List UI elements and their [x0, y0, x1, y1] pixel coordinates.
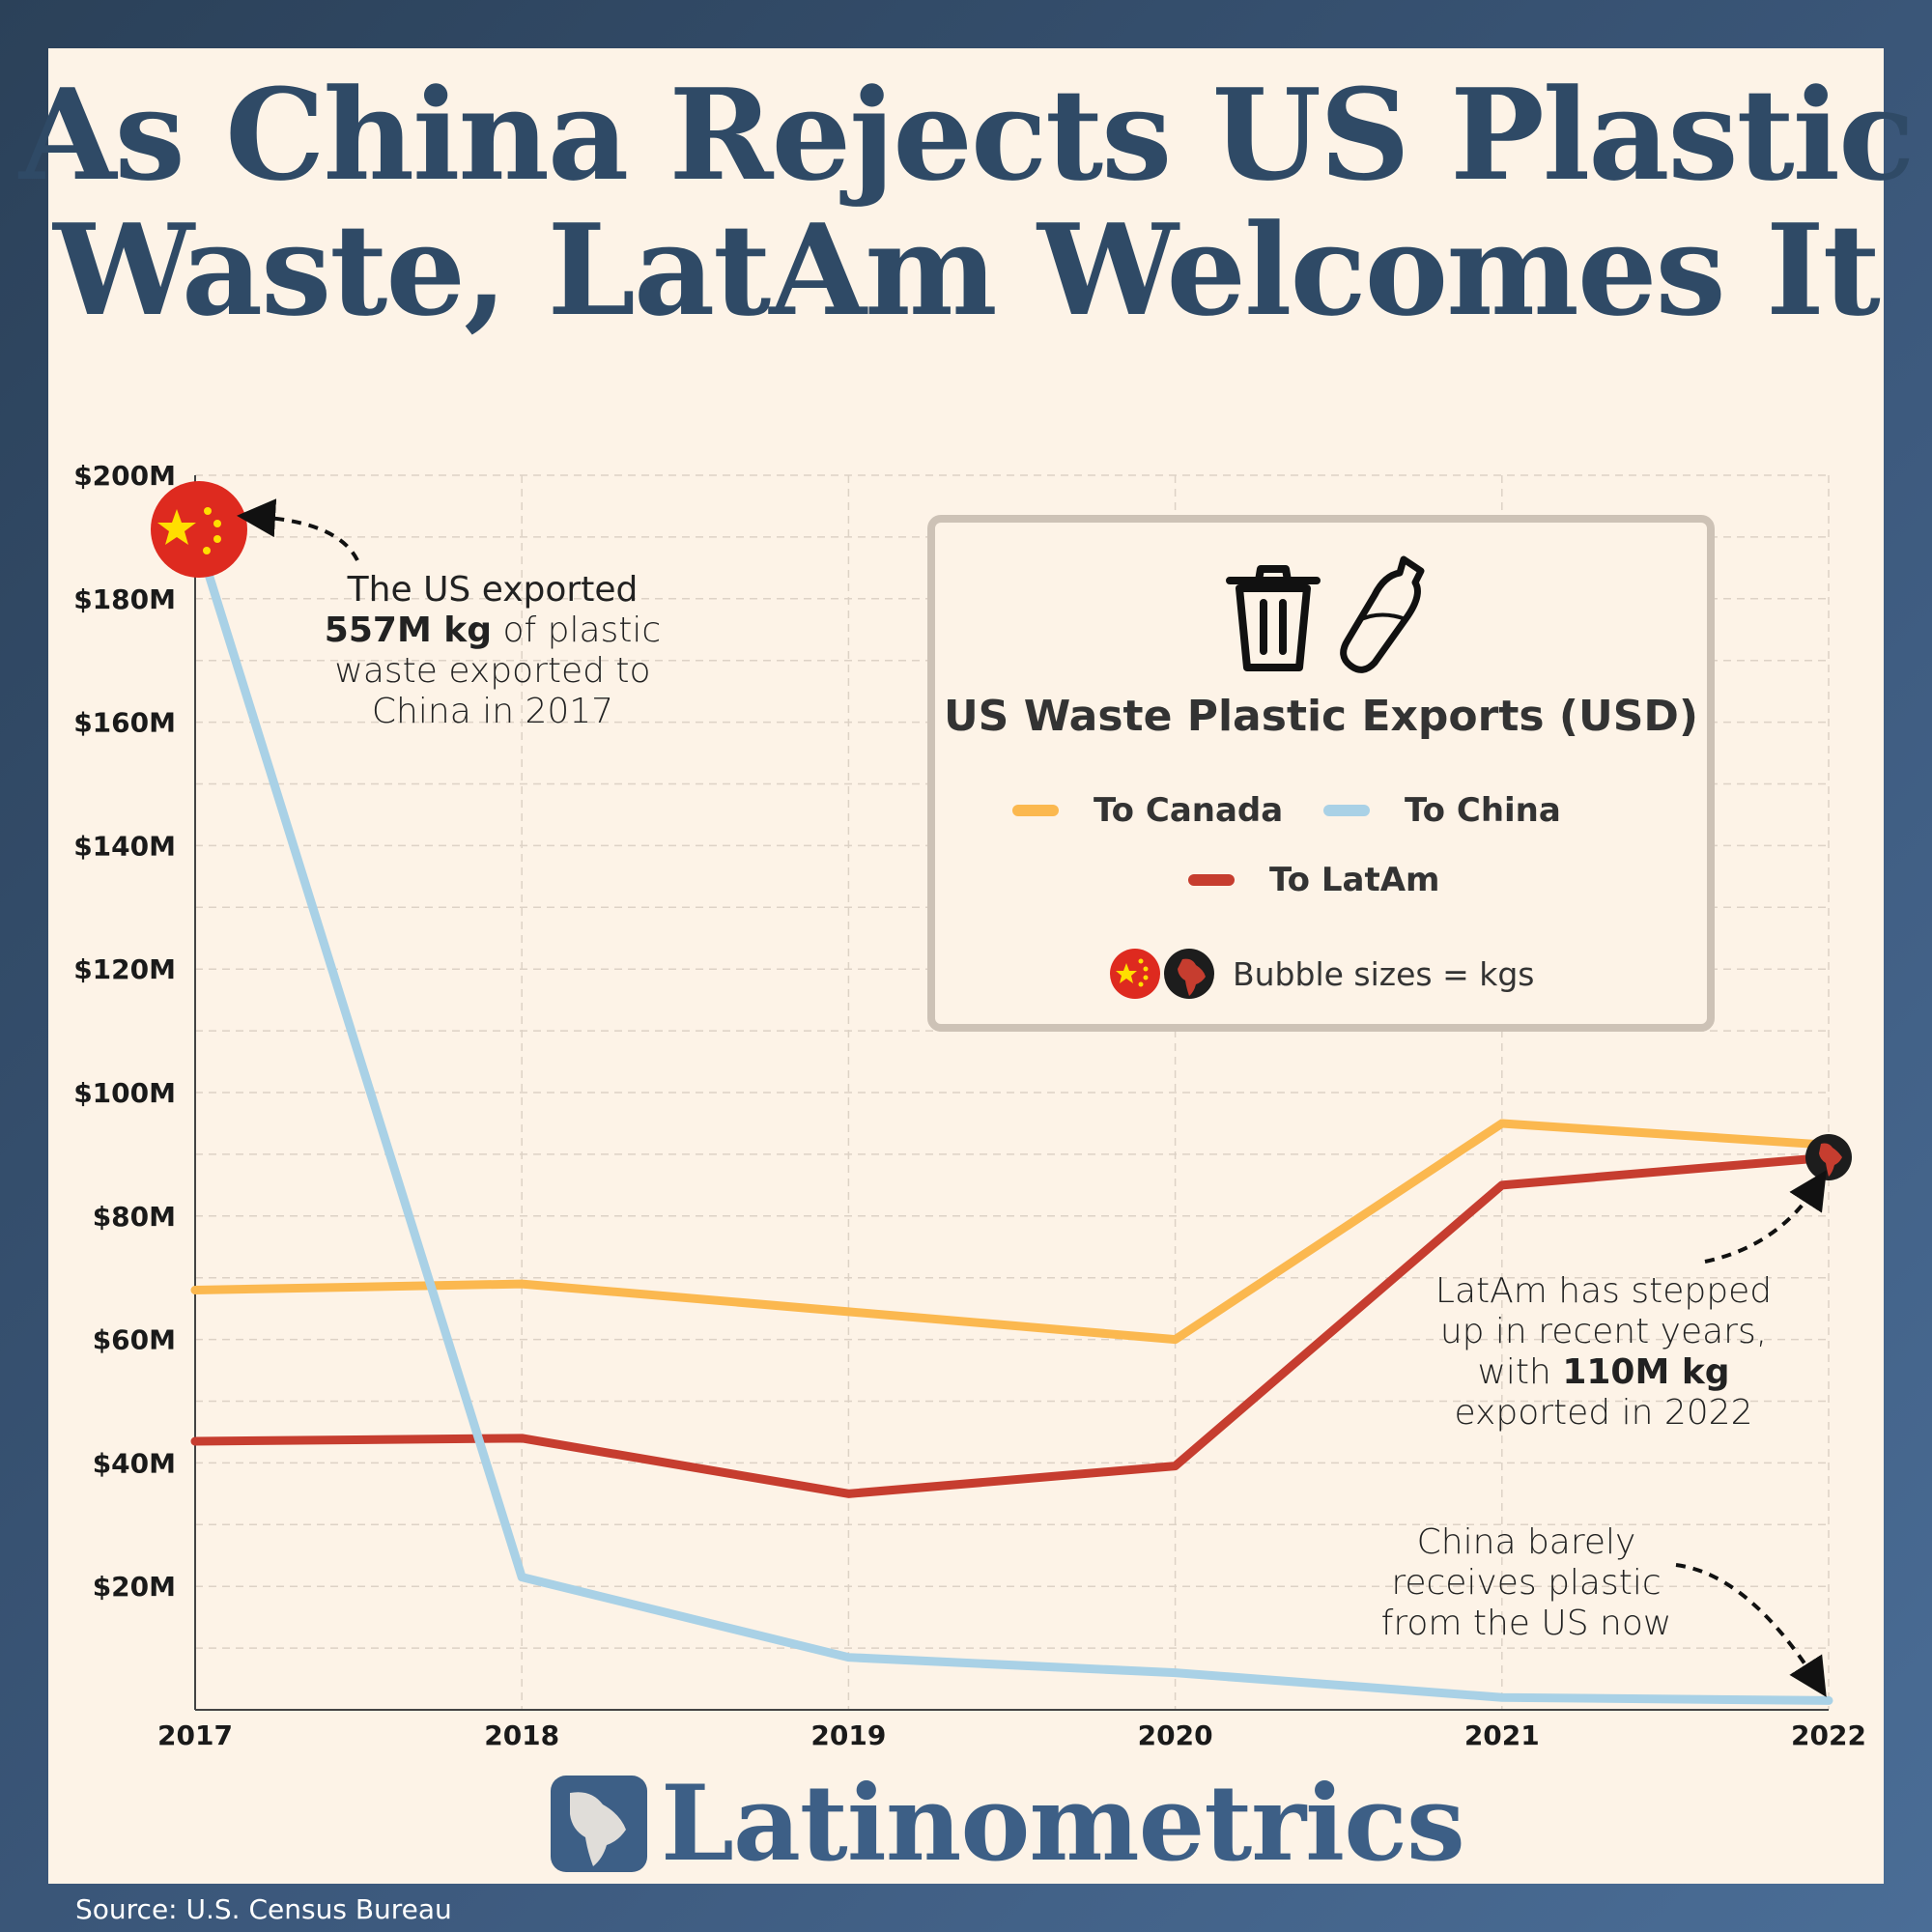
page-title: As China Rejects US Plastic Waste, LatAm…: [0, 68, 1932, 338]
annot-china-2017-line3: waste exported to: [334, 651, 651, 691]
x-tick-label: 2018: [484, 1719, 559, 1751]
arrow-to-china-2022: [1675, 1563, 1827, 1697]
arrow-to-china-bubble: [237, 498, 359, 561]
source-note: Source: U.S. Census Bureau: [75, 1893, 452, 1925]
legend-label-china: To China: [1405, 791, 1561, 830]
annot-latam-line2: up in recent years,: [1439, 1312, 1768, 1351]
legend-item-latam: To LatAm: [1188, 861, 1439, 899]
series-line-to-canada: [190, 1119, 1833, 1345]
y-tick-label: $200M: [73, 460, 176, 492]
y-tick-label: $120M: [73, 953, 176, 985]
annotation-china-2017: The US exported 557M kg of plastic waste…: [290, 570, 696, 732]
y-tick-label: $60M: [93, 1324, 176, 1356]
latam-map-logo-icon: [551, 1776, 647, 1872]
trash-can-icon: [1226, 565, 1321, 671]
annot-latam-line4: exported in 2022: [1454, 1393, 1753, 1433]
annot-china-2017-rest: of plastic: [502, 611, 662, 650]
brand-logo: Latinometrics: [551, 1763, 1465, 1885]
chart-ticks: $200M $180M $160M $140M $120M $100M $80M $60M $4…: [73, 460, 1866, 1751]
legend-label-canada: To Canada: [1094, 791, 1284, 830]
y-tick-label: $180M: [73, 583, 176, 615]
y-tick-label: $140M: [73, 830, 176, 862]
annot-latam-pre: with: [1477, 1352, 1551, 1392]
latam-map-icon: [1164, 949, 1214, 999]
legend-title: US Waste Plastic Exports (USD): [943, 692, 1699, 741]
bubble-size-note: Bubble sizes = kgs: [1109, 948, 1534, 1000]
series-line-to-latam: [190, 1152, 1833, 1498]
x-tick-label: 2021: [1464, 1719, 1540, 1751]
chart-legend: US Waste Plastic Exports (USD) To Canada…: [927, 515, 1715, 1032]
annot-latam-kg: 110M kg: [1562, 1352, 1730, 1392]
annot-china-2017-kg: 557M kg: [324, 611, 493, 650]
x-tick-label: 2020: [1138, 1719, 1213, 1751]
china-flag-icon: [1110, 949, 1160, 999]
annot-china-now-line2: receives plastic: [1391, 1563, 1662, 1603]
legend-swatch-latam: [1188, 874, 1235, 886]
y-tick-label: $100M: [73, 1077, 176, 1109]
flag-star-big: [157, 509, 196, 545]
legend-label-latam: To LatAm: [1269, 861, 1440, 899]
annotation-china-now: China barely receives plastic from the U…: [1333, 1522, 1719, 1644]
y-tick-label: $40M: [93, 1447, 176, 1479]
series-line-to-china: [190, 526, 1833, 1705]
y-tick-label: $20M: [93, 1571, 176, 1603]
chart-axes: [194, 475, 1829, 1711]
latam-bubble: [1805, 1134, 1852, 1180]
title-line-1: As China Rejects US Plastic: [18, 61, 1916, 209]
annot-china-now-line1: China barely: [1416, 1522, 1636, 1562]
legend-swatch-canada: [1012, 805, 1059, 816]
china-bubble: [151, 481, 247, 578]
y-tick-label: $80M: [93, 1201, 176, 1233]
y-tick-label: $160M: [73, 707, 176, 739]
bubble-note-text: Bubble sizes = kgs: [1233, 954, 1535, 993]
annot-china-2017-line1: The US exported: [347, 570, 639, 610]
brand-name: Latinometrics: [661, 1763, 1465, 1885]
arrow-to-latam-bubble: [1704, 1170, 1827, 1264]
chart-series: [190, 526, 1833, 1705]
x-tick-label: 2019: [810, 1719, 886, 1751]
plastic-bottle-icon: [1340, 555, 1425, 673]
x-tick-label: 2017: [157, 1719, 233, 1751]
title-line-2: Waste, LatAm Welcomes It: [53, 196, 1881, 344]
legend-item-canada: To Canada: [1012, 791, 1283, 830]
x-tick-label: 2022: [1791, 1719, 1866, 1751]
annot-china-2017-line4: China in 2017: [371, 692, 614, 731]
annotation-latam-2022: LatAm has stepped up in recent years, wi…: [1391, 1271, 1816, 1434]
legend-swatch-china: [1323, 805, 1370, 816]
annot-china-now-line3: from the US now: [1380, 1604, 1672, 1643]
annot-latam-line1: LatAm has stepped: [1435, 1271, 1773, 1311]
legend-item-china: To China: [1323, 791, 1561, 830]
